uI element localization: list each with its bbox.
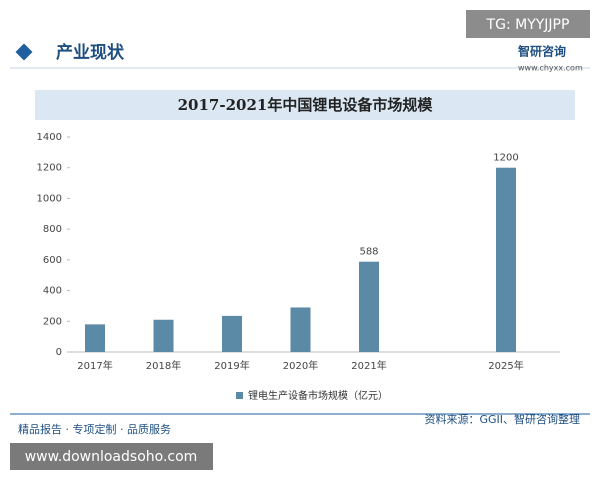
y-tick-label: 800 [43,224,62,235]
section-title: 产业现状 [56,42,125,63]
bar [359,261,379,352]
x-tick-label: 2017年 [77,359,112,372]
watermark: www.downloadsoho.com [25,449,198,465]
title-band [35,90,575,120]
chart-title: 2017-2021年中国锂电设备市场规模 [178,96,434,114]
y-tick-label: 400 [43,286,62,297]
y-tick-label: 1400 [37,132,62,143]
legend-label: 锂电生产设备市场规模（亿元） [248,389,388,402]
x-tick-label: 2018年 [146,359,181,372]
badge: TG: MYYJJPP [486,17,570,33]
y-tick-label: 200 [43,316,62,327]
bar [290,307,311,352]
bar [222,315,242,352]
slogan: 精品报告 · 专项定制 · 品质服务 [18,422,171,436]
x-tick-label: 2025年 [488,359,523,372]
y-tick-label: 0 [56,347,62,358]
data-label: 1200 [493,153,518,164]
watermark-box [10,443,213,470]
bar [85,324,105,352]
bar [153,319,174,352]
site: www.chyxx.com [518,64,583,73]
data-label: 588 [359,247,378,258]
x-tick-label: 2021年 [351,359,386,372]
y-tick-label: 600 [43,255,62,266]
legend-swatch [236,392,243,399]
x-tick-label: 2019年 [214,359,249,372]
badge-box [466,10,590,38]
brand: 智研咨询 [517,44,566,59]
bar [496,167,516,352]
source: 资料来源：GGII、智研咨询整理 [424,412,580,426]
y-tick-label: 1200 [37,163,62,174]
y-tick-label: 1000 [37,193,62,204]
x-tick-label: 2020年 [283,359,318,372]
